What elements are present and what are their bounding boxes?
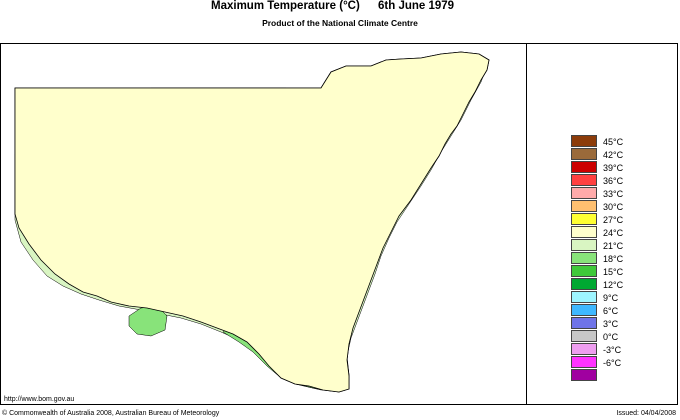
legend-swatch	[571, 226, 597, 238]
legend-row: 0°C	[571, 330, 661, 343]
legend-row: 3°C	[571, 317, 661, 330]
legend-row: 6°C	[571, 304, 661, 317]
legend-swatch	[571, 291, 597, 303]
legend-label: 0°C	[603, 332, 619, 342]
legend-row: 21°C	[571, 239, 661, 252]
legend-swatch	[571, 213, 597, 225]
legend-row: 18°C	[571, 252, 661, 265]
temperature-legend: 45°C 42°C 39°C 36°C 33°C 30°C 27°C 24°C 21°C 18°C…	[571, 135, 661, 382]
legend-label: 18°C	[603, 254, 624, 264]
legend-swatch	[571, 265, 597, 277]
legend-row: 30°C	[571, 200, 661, 213]
bom-url: http://www.bom.gov.au	[4, 396, 75, 403]
legend-swatch	[571, 343, 597, 355]
legend-row: 42°C	[571, 148, 661, 161]
legend-swatch	[571, 187, 597, 199]
legend-label: 15°C	[603, 267, 624, 277]
legend-label: 36°C	[603, 176, 624, 186]
legend-row: 39°C	[571, 161, 661, 174]
legend-swatch	[571, 278, 597, 290]
legend-swatch	[571, 369, 597, 381]
legend-row: 33°C	[571, 187, 661, 200]
legend-row: 9°C	[571, 291, 661, 304]
map-date: 6th June 1979	[378, 0, 455, 12]
legend-row: 15°C	[571, 265, 661, 278]
legend-label: 3°C	[603, 319, 619, 329]
legend-swatch	[571, 161, 597, 173]
legend-row: 27°C	[571, 213, 661, 226]
legend-swatch	[571, 330, 597, 342]
legend-swatch	[571, 252, 597, 264]
legend-label: 45°C	[603, 137, 624, 147]
legend-label: 39°C	[603, 163, 624, 173]
legend-label: 12°C	[603, 280, 624, 290]
legend-row: 24°C	[571, 226, 661, 239]
legend-swatch	[571, 317, 597, 329]
legend-row: 36°C	[571, 174, 661, 187]
map-frame	[0, 43, 678, 405]
legend-divider	[526, 43, 527, 405]
legend-swatch	[571, 239, 597, 251]
map-title-block: Maximum Temperature (°C) 6th June 1979 P…	[0, 0, 680, 40]
legend-row: -3°C	[571, 343, 661, 356]
legend-row: -6°C	[571, 356, 661, 369]
legend-swatch	[571, 174, 597, 186]
legend-label: 30°C	[603, 202, 624, 212]
legend-label: -3°C	[603, 345, 622, 355]
copyright-text: © Commonwealth of Australia 2008, Austra…	[2, 410, 220, 417]
legend-swatch	[571, 356, 597, 368]
legend-swatch	[571, 304, 597, 316]
legend-row: 45°C	[571, 135, 661, 148]
legend-label: 33°C	[603, 189, 624, 199]
legend-swatch	[571, 200, 597, 212]
footer: © Commonwealth of Australia 2008, Austra…	[0, 408, 680, 420]
legend-swatch	[571, 148, 597, 160]
issued-date: Issued: 04/04/2008	[616, 410, 676, 417]
legend-label: 42°C	[603, 150, 624, 160]
legend-label: 27°C	[603, 215, 624, 225]
map-title: Maximum Temperature (°C)	[211, 0, 360, 12]
legend-label: 9°C	[603, 293, 619, 303]
legend-label: 6°C	[603, 306, 619, 316]
legend-label: 21°C	[603, 241, 624, 251]
nsw-temperature-map	[14, 51, 490, 393]
legend-row: 12°C	[571, 278, 661, 291]
legend-row	[571, 369, 661, 382]
legend-swatch	[571, 135, 597, 147]
legend-label: 24°C	[603, 228, 624, 238]
legend-label: -6°C	[603, 358, 622, 368]
map-subtitle: Product of the National Climate Centre	[262, 18, 418, 28]
